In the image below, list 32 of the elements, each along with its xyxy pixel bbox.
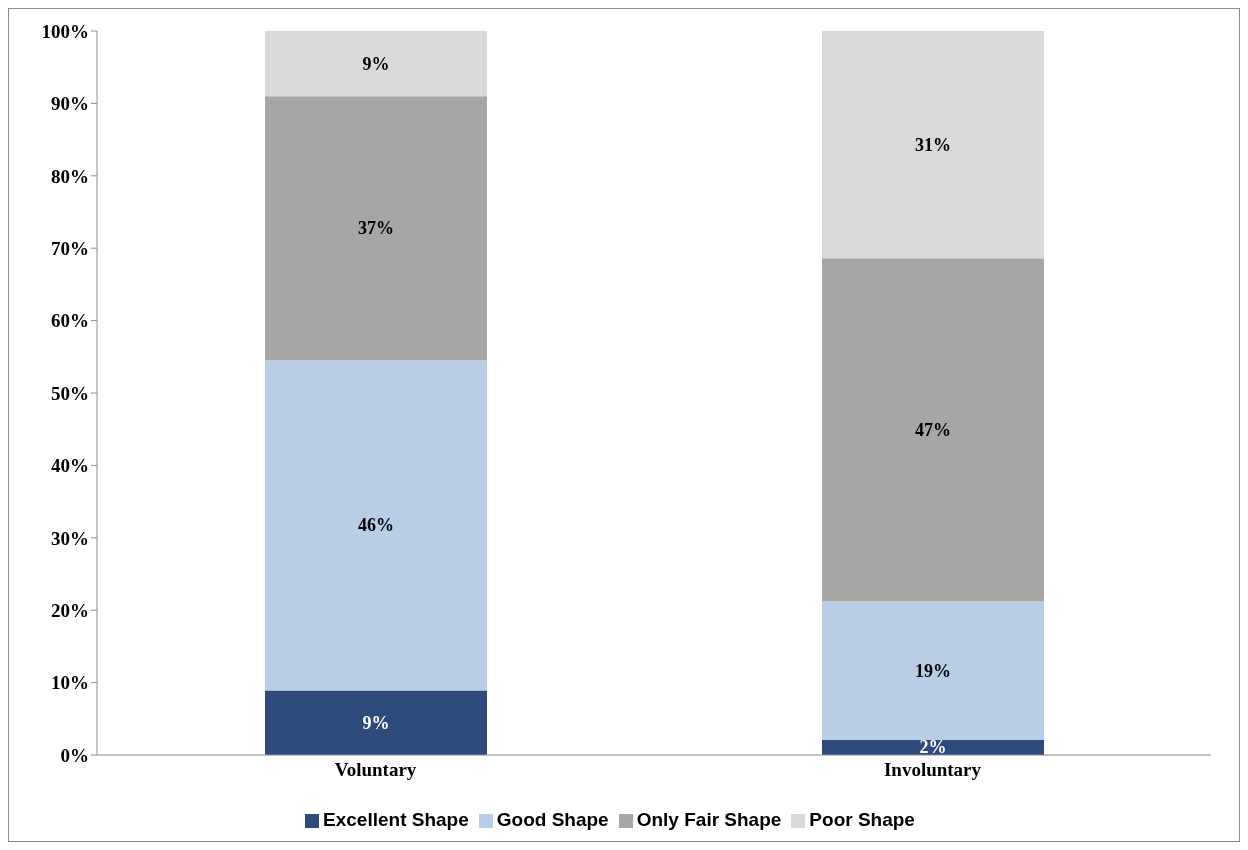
data-label: 47%: [915, 419, 951, 440]
legend-label: Only Fair Shape: [636, 809, 782, 830]
y-tick-label: 100%: [41, 20, 89, 42]
bar: [265, 96, 487, 361]
y-tick-label: 10%: [51, 672, 89, 694]
data-label: 19%: [915, 660, 951, 681]
x-tick-label: Voluntary: [334, 759, 417, 781]
y-tick-label: 70%: [51, 237, 89, 259]
y-tick-label: 30%: [51, 527, 89, 549]
y-tick-label: 80%: [51, 165, 89, 187]
bar: [265, 31, 487, 97]
data-label: 46%: [358, 515, 394, 536]
data-label: 37%: [358, 218, 394, 239]
y-tick-label: 0%: [60, 744, 89, 766]
bar: [822, 31, 1044, 259]
legend-label: Excellent Shape: [323, 809, 469, 830]
y-tick-label: 50%: [51, 382, 89, 404]
bar: [822, 258, 1044, 602]
y-tick-label: 20%: [51, 599, 89, 621]
legend-label: Poor Shape: [809, 809, 915, 830]
y-tick-label: 60%: [51, 310, 89, 332]
data-label: 9%: [362, 712, 390, 733]
bar: [822, 601, 1044, 740]
data-label: 31%: [915, 134, 951, 155]
data-label: 2%: [919, 737, 947, 758]
y-tick-label: 40%: [51, 455, 89, 477]
data-label: 9%: [362, 53, 390, 74]
legend-label: Good Shape: [496, 809, 609, 830]
x-tick-label: Involuntary: [883, 759, 982, 781]
y-tick-label: 90%: [51, 93, 89, 115]
bar: [265, 690, 487, 755]
bar: [265, 360, 487, 691]
